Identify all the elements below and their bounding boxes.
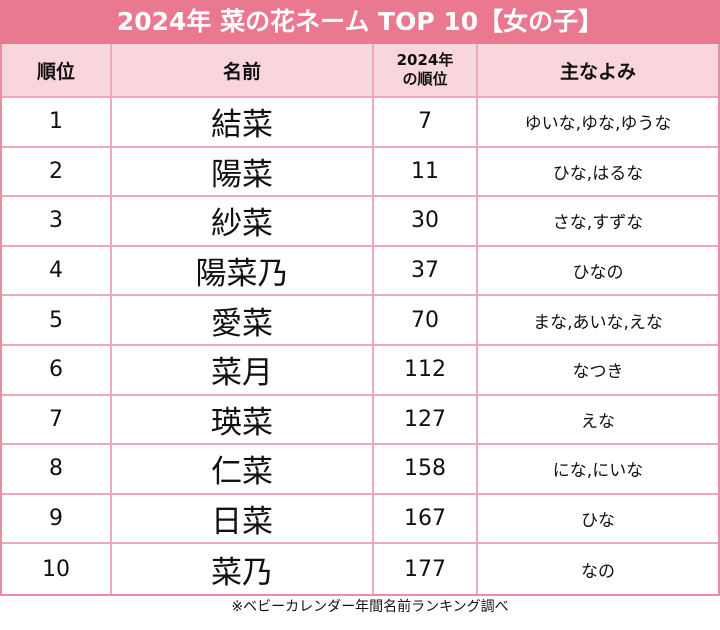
name-cell: 菜月 [112,346,374,396]
prev-rank-cell: 167 [374,494,478,545]
reading-cell: なの [581,561,615,582]
prev-rank-cell: 30 [374,197,478,247]
reading-cell: さな,すずな [478,197,718,247]
name-cell: 日菜 [112,494,374,545]
reading-cell: まな,あいな,えな [478,296,718,346]
rank-cell: 9 [2,494,112,545]
column-header: 名前 [112,44,374,98]
name-cell: 紗菜 [112,197,374,247]
title: 2024年 菜の花ネーム TOP 10【女の子】 [0,0,720,44]
name-cell: 陽菜乃 [112,246,374,297]
name-cell: 愛菜 [112,296,374,346]
reading-cell: ひな,はるな [478,148,718,198]
rank-cell: 4 [2,246,112,297]
name-cell: 仁菜 [112,445,374,495]
source-note: ※ベビーカレンダー年間名前ランキング調べ [231,599,509,615]
prev-rank-cell: 177 [374,544,478,594]
rank-cell: 5 [2,296,112,346]
rank-cell: 8 [2,445,112,495]
reading-cell: なつき [478,346,718,396]
prev-rank-cell: 37 [374,246,478,297]
prev-rank-cell: 112 [374,346,478,396]
reading-cell: にな,にいな [478,445,718,495]
prev-rank-cell: 127 [374,395,478,446]
name-cell: 結菜 [112,98,374,148]
reading-cell: ゆいな,ゆな,ゆうな [478,98,718,148]
rank-cell: 2 [2,147,112,198]
rank-cell: 10 [2,544,112,594]
reading-cell: ひなの [478,247,718,297]
reading-cell: ひな [478,495,718,545]
prev-rank-cell: 11 [374,147,478,198]
column-header: 2024年 の順位 [374,44,478,98]
prev-rank-cell: 70 [374,296,478,346]
name-cell: 陽菜 [112,147,374,198]
name-cell: 菜乃 [112,544,374,594]
column-header: 順位 [2,44,112,98]
prev-rank-cell: 7 [374,98,478,148]
rank-cell: 7 [2,395,112,446]
rank-cell: 1 [2,98,112,148]
ranking-table: 順位 名前 2024年 の順位 主なよみ 1 結菜 7 ゆいな,ゆな,ゆうな 2 陽菜 11 ひな,は… [0,44,720,596]
column-header: 主なよみ [478,44,718,98]
rank-cell: 3 [2,197,112,247]
prev-rank-cell: 158 [374,445,478,495]
reading-cell: えな [478,396,718,446]
rank-cell: 6 [2,346,112,396]
name-cell: 瑛菜 [112,395,374,446]
